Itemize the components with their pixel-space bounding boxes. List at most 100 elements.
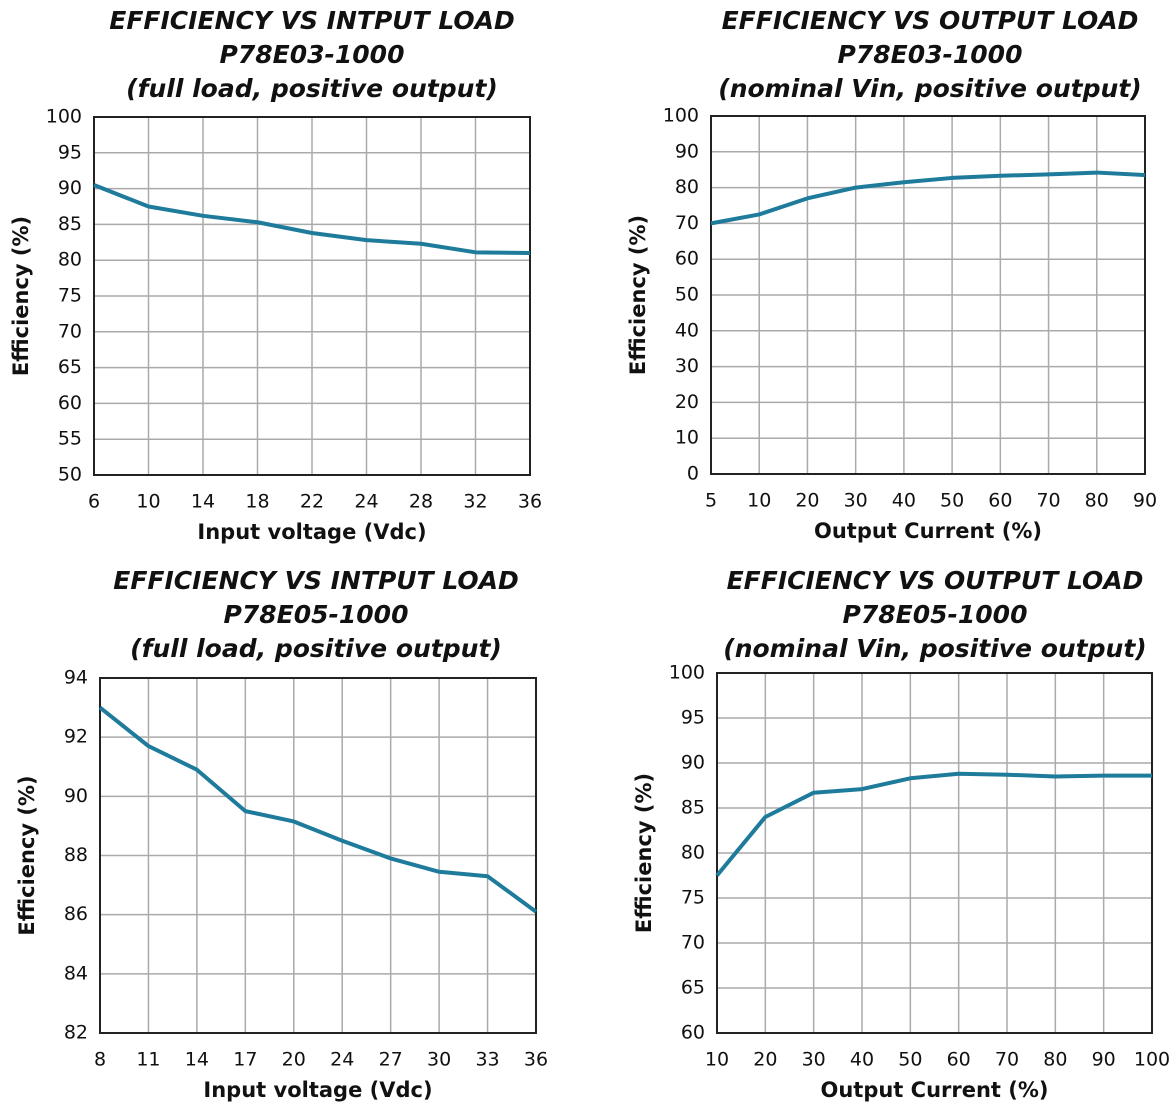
x-tick-label: 14 <box>185 1049 209 1071</box>
x-tick-label: 20 <box>795 490 819 512</box>
y-tick-label: 50 <box>675 284 699 306</box>
y-tick-label: 40 <box>675 319 699 341</box>
chart-title: EFFICIENCY VS OUTPUT LOAD <box>722 6 1139 35</box>
y-tick-label: 70 <box>58 320 82 342</box>
y-tick-label: 100 <box>663 105 699 127</box>
plot-frame <box>93 116 531 476</box>
x-tick-label: 20 <box>753 1049 777 1071</box>
y-tick-label: 20 <box>675 391 699 413</box>
x-tick-label: 40 <box>850 1049 874 1071</box>
chart-title: EFFICIENCY VS INTPUT LOAD <box>113 566 518 595</box>
chart-title: P78E05-1000 <box>843 600 1028 629</box>
x-tick-label: 10 <box>747 490 771 512</box>
x-tick-label: 20 <box>282 1049 306 1071</box>
x-tick-label: 28 <box>409 491 433 513</box>
line <box>715 771 1152 877</box>
x-tick-label: 70 <box>995 1049 1019 1071</box>
x-tick-label: 36 <box>524 1049 548 1071</box>
x-tick-label: 6 <box>88 491 100 513</box>
chart-title: P78E03-1000 <box>838 40 1023 69</box>
x-tick-label: 30 <box>844 490 868 512</box>
x-axis-label: Input voltage (Vdc) <box>203 1078 432 1102</box>
x-tick-label: 24 <box>354 491 378 513</box>
x-tick-label: 60 <box>947 1049 971 1071</box>
y-axis-label: Efficiency (%) <box>626 215 650 375</box>
y-tick-label: 100 <box>669 662 705 684</box>
y-tick-label: 88 <box>64 844 88 866</box>
y-tick-label: 90 <box>58 177 82 199</box>
y-tick-label: 60 <box>58 392 82 414</box>
y-tick-label: 85 <box>681 797 705 819</box>
x-tick-label: 10 <box>705 1049 729 1071</box>
x-axis-label: Output Current (%) <box>814 519 1042 543</box>
x-tick-label: 90 <box>1092 1049 1116 1071</box>
x-axis-label: Output Current (%) <box>820 1078 1048 1102</box>
y-tick-label: 94 <box>64 667 88 689</box>
x-tick-label: 33 <box>475 1049 499 1071</box>
y-tick-label: 82 <box>64 1022 88 1044</box>
y-axis-label: Efficiency (%) <box>15 775 39 935</box>
x-tick-label: 8 <box>94 1049 106 1071</box>
y-tick-label: 90 <box>675 140 699 162</box>
y-tick-label: 70 <box>681 932 705 954</box>
x-tick-label: 24 <box>330 1049 354 1071</box>
y-tick-label: 0 <box>687 463 699 485</box>
y-tick-label: 92 <box>64 726 88 748</box>
x-tick-label: 80 <box>1043 1049 1067 1071</box>
x-tick-label: 50 <box>898 1049 922 1071</box>
y-tick-label: 86 <box>64 903 88 925</box>
x-tick-label: 27 <box>379 1049 403 1071</box>
y-axis-label: Efficiency (%) <box>9 216 33 376</box>
line <box>710 170 1146 226</box>
y-tick-label: 80 <box>675 176 699 198</box>
chart-title: (nominal Vin, positive output) <box>723 634 1146 663</box>
plot-frame <box>710 115 1146 475</box>
x-tick-label: 100 <box>1134 1049 1170 1071</box>
x-tick-label: 90 <box>1133 490 1157 512</box>
y-axis-label: Efficiency (%) <box>632 773 656 933</box>
y-tick-label: 30 <box>675 355 699 377</box>
x-tick-label: 32 <box>463 491 487 513</box>
x-tick-label: 80 <box>1085 490 1109 512</box>
y-tick-label: 85 <box>58 213 82 235</box>
plot-frame <box>99 677 537 1034</box>
chart-title: P78E03-1000 <box>220 40 405 69</box>
chart-title: P78E05-1000 <box>224 600 409 629</box>
y-tick-label: 60 <box>681 1022 705 1044</box>
x-tick-label: 40 <box>892 490 916 512</box>
chart-title: (nominal Vin, positive output) <box>718 74 1141 103</box>
y-tick-label: 80 <box>681 842 705 864</box>
y-tick-label: 65 <box>58 356 82 378</box>
x-tick-label: 30 <box>802 1049 826 1071</box>
y-tick-label: 50 <box>58 464 82 486</box>
chart-title: (full load, positive output) <box>130 634 502 663</box>
x-tick-label: 5 <box>705 490 717 512</box>
chart-title: EFFICIENCY VS INTPUT LOAD <box>109 6 514 35</box>
x-tick-label: 70 <box>1036 490 1060 512</box>
chart-title: EFFICIENCY VS OUTPUT LOAD <box>727 566 1144 595</box>
x-tick-label: 17 <box>233 1049 257 1071</box>
x-tick-label: 18 <box>245 491 269 513</box>
y-tick-label: 90 <box>681 752 705 774</box>
line <box>93 183 531 256</box>
y-tick-label: 60 <box>675 248 699 270</box>
x-tick-label: 10 <box>136 491 160 513</box>
x-tick-label: 60 <box>988 490 1012 512</box>
y-tick-label: 70 <box>675 212 699 234</box>
x-tick-label: 22 <box>300 491 324 513</box>
y-tick-label: 55 <box>58 428 82 450</box>
y-tick-label: 95 <box>58 141 82 163</box>
y-tick-label: 95 <box>681 707 705 729</box>
chart-title: (full load, positive output) <box>126 74 498 103</box>
y-tick-label: 10 <box>675 427 699 449</box>
x-tick-label: 36 <box>518 491 542 513</box>
plot-frame <box>716 672 1153 1034</box>
x-axis-label: Input voltage (Vdc) <box>197 520 426 544</box>
x-tick-label: 14 <box>191 491 215 513</box>
x-tick-label: 30 <box>427 1049 451 1071</box>
y-tick-label: 75 <box>58 285 82 307</box>
x-tick-label: 50 <box>940 490 964 512</box>
y-tick-label: 90 <box>64 785 88 807</box>
y-tick-label: 100 <box>46 106 82 128</box>
